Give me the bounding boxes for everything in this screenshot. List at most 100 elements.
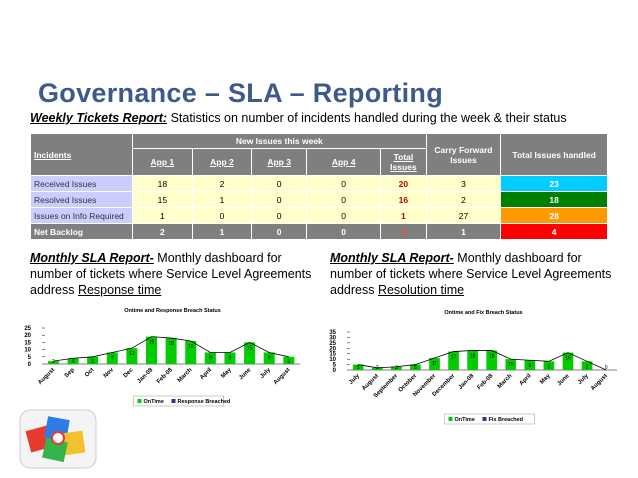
x-tick-label: May [220,367,233,380]
chart-title: Ontime and Fix Breach Status [444,310,522,316]
weekly-caption: Weekly Tickets Report: Statistics on num… [30,111,567,125]
report-text: Monthly dashboard for number of tickets … [330,251,612,297]
bar [391,366,402,370]
legend-label: Fix Breached [489,417,524,423]
header-cell: Incidents [29,133,134,176]
legend-swatch [137,399,142,403]
bar [448,351,459,370]
bar [67,358,79,364]
x-tick-label: August [273,367,292,386]
data-label: 5 [287,359,290,365]
bar [146,336,158,364]
legend-swatch [171,399,176,403]
x-tick-label: July [348,373,361,386]
x-tick-label: Jan-08 [458,373,476,391]
table-cell: 23 [500,175,608,192]
weekly-label: Weekly Tickets Report: [30,111,168,125]
legend-label: OnTime [144,399,164,405]
bar [126,348,138,364]
trend-line [358,350,607,371]
header-cell: New Issues this week [132,133,427,149]
y-tick-label: 5 [28,355,32,361]
bar [204,352,216,364]
table-row: Issues on Info Required 1 0 0 0 1 27 28 [29,207,608,224]
table-cell: 0 [251,191,308,208]
data-label: 10 [508,362,514,368]
table-cell: 1 [191,223,253,240]
trend-line [53,336,289,362]
table-cell: 2 [425,191,502,208]
header-cell: Total Issues [380,148,427,176]
x-tick-label: April [519,373,533,387]
y-tick-label: 0 [333,368,337,374]
bar [185,340,197,364]
bar [543,361,555,370]
table-cell: 18 [500,191,608,208]
data-label: 8 [586,364,589,370]
table-cell: 1 [191,191,253,208]
left-report: Monthly SLA Report- Monthly dashboard fo… [30,250,320,298]
y-tick-label: 25 [24,326,31,332]
table-cell: Received Issues [29,175,134,192]
x-tick-label: July [577,373,590,386]
bar [562,352,574,370]
x-tick-label: Sep [64,367,76,379]
table-cell: 1 [132,207,193,224]
bar [283,356,295,364]
data-label: 17 [451,355,457,361]
y-tick-label: 30 [329,335,336,341]
y-tick-label: 10 [329,357,336,363]
table-cell: 2 [132,223,193,240]
header-cell: Carry Forward Issues [425,133,502,176]
table-row: Resolved Issues 15 1 0 0 16 2 18 [29,191,608,208]
table-cell: 0 [306,191,382,208]
header-cell: App 1 [132,148,193,176]
data-label: 11 [432,361,437,367]
bar [47,361,59,364]
report-text: Monthly dashboard for number of tickets … [30,251,312,297]
bar [467,350,478,370]
data-label: 0 [605,365,608,371]
table-cell: 3 [380,223,427,240]
chart: Ontime and Response Breach Status0510152… [24,308,300,407]
x-tick-label: May [539,373,552,386]
table-cell: 18 [132,175,193,192]
data-label: 18 [470,353,476,359]
bar [106,352,118,364]
table-cell: 0 [191,207,253,224]
table-cell: Issues on Info Required [29,207,134,224]
table-cell: 1 [425,223,502,240]
table-cell: 0 [306,175,382,192]
table-cell: 1 [380,207,427,224]
table-cell: 15 [132,191,193,208]
legend-label: OnTime [455,417,475,423]
report-label: Monthly SLA Report- [30,251,154,265]
header-cell: App 3 [251,148,308,176]
x-tick-label: August [590,373,609,392]
data-label: 8 [268,355,271,361]
bar [524,360,536,370]
data-label: 15 [247,345,253,351]
legend-frame [133,395,224,407]
data-label: 19 [149,340,155,346]
table-cell: Net Backlog [29,223,134,240]
data-label: 3 [395,365,398,371]
data-label: 8 [209,355,212,361]
legend-swatch [448,417,453,421]
x-tick-label: Nov [103,367,116,380]
data-label: 8 [111,355,114,361]
bar [486,350,498,370]
data-label: 4 [72,359,75,365]
x-tick-label: Feb-08 [477,373,495,391]
x-tick-label: Oct [84,367,95,378]
bar [224,352,236,364]
y-tick-label: 15 [329,352,336,358]
table-cell: 28 [500,207,608,224]
y-tick-label: 5 [333,363,337,369]
y-tick-label: 10 [24,348,31,354]
y-tick-label: 0 [28,362,32,368]
table-cell: 0 [306,223,382,240]
report-link: Resolution time [377,283,465,297]
header-cell: App 4 [306,148,382,176]
